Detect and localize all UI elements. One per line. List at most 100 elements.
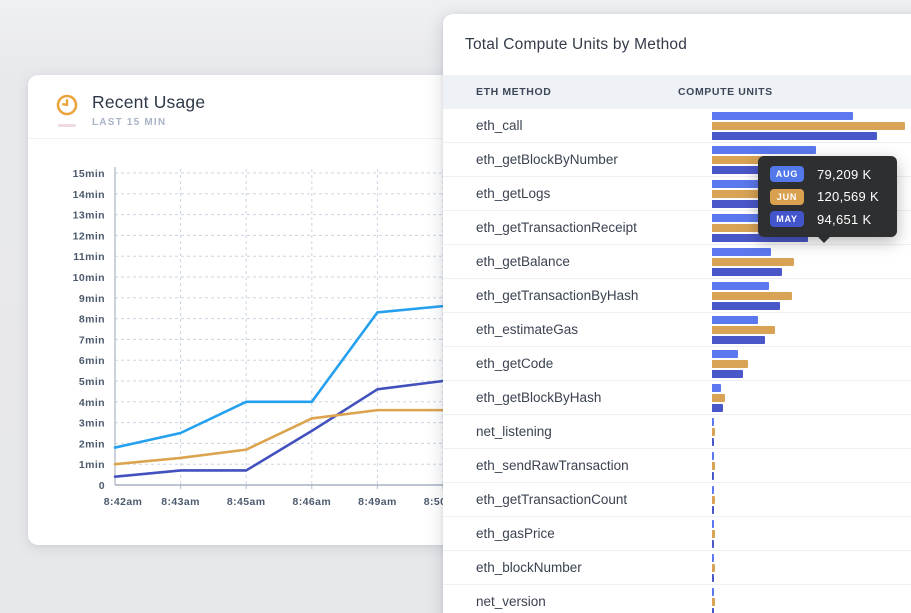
bar-aug[interactable]	[712, 247, 771, 256]
table-row[interactable]: eth_getTransactionCount	[443, 483, 911, 517]
bar-jun[interactable]	[712, 257, 794, 266]
bar-may[interactable]	[712, 301, 780, 310]
bar-aug[interactable]	[712, 519, 714, 528]
table-row[interactable]: eth_getCode	[443, 347, 911, 381]
tooltip-row: AUG 79,209 K	[770, 166, 885, 182]
compute-units-bars[interactable]	[712, 417, 715, 446]
table-row[interactable]: eth_getTransactionByHash	[443, 279, 911, 313]
column-header-eth-method: ETH METHOD	[476, 86, 552, 98]
bar-jun[interactable]	[712, 291, 792, 300]
tooltip-value: 79,209 K	[817, 166, 872, 182]
line-series-orange[interactable]	[113, 408, 445, 466]
bar-jun[interactable]	[712, 529, 715, 538]
tooltip-row: MAY 94,651 K	[770, 211, 885, 227]
bar-aug[interactable]	[712, 315, 758, 324]
bar-aug[interactable]	[712, 587, 714, 596]
x-tick-label: 8:42am	[104, 496, 143, 508]
compute-units-bars[interactable]	[712, 247, 794, 276]
compute-units-card: Total Compute Units by Method ETH METHOD…	[443, 14, 911, 613]
bar-aug[interactable]	[712, 349, 738, 358]
bar-may[interactable]	[712, 539, 714, 548]
compute-units-bars[interactable]	[712, 519, 715, 548]
bar-jun[interactable]	[712, 597, 715, 606]
eth-method-label: eth_getTransactionByHash	[476, 288, 639, 303]
compute-units-bars[interactable]	[712, 553, 715, 582]
eth-method-label: eth_getLogs	[476, 186, 551, 201]
recent-usage-header: Recent Usage LAST 15 MIN	[28, 75, 498, 139]
eth-method-label: eth_getTransactionCount	[476, 492, 628, 507]
bar-may[interactable]	[712, 505, 714, 514]
bar-may[interactable]	[712, 437, 714, 446]
usage-card-title: Recent Usage	[92, 92, 206, 112]
y-tick-label: 12min	[73, 230, 105, 242]
clock-icon	[54, 93, 80, 127]
compute-units-bars[interactable]	[712, 315, 775, 344]
icon-underline	[58, 124, 76, 127]
bar-jun[interactable]	[712, 325, 775, 334]
table-row[interactable]: net_listening	[443, 415, 911, 449]
bar-may[interactable]	[712, 607, 714, 613]
tooltip-row: JUN 120,569 K	[770, 188, 885, 205]
compute-units-bars[interactable]	[712, 349, 748, 378]
bar-aug[interactable]	[712, 485, 714, 494]
compute-units-bars[interactable]	[712, 383, 725, 412]
eth-method-label: eth_getBlockByHash	[476, 390, 602, 405]
y-tick-label: 9min	[79, 293, 105, 305]
column-header-compute-units: COMPUTE UNITS	[678, 86, 773, 98]
table-row[interactable]: net_version	[443, 585, 911, 613]
bar-aug[interactable]	[712, 383, 721, 392]
bar-may[interactable]	[712, 335, 765, 344]
chart-tooltip: AUG 79,209 K JUN 120,569 K MAY 94,651 K	[758, 156, 897, 243]
compute-units-bars[interactable]	[712, 281, 792, 310]
bar-jun[interactable]	[712, 495, 715, 504]
x-tick-label: 8:46am	[293, 496, 332, 508]
compute-units-bars[interactable]	[712, 587, 715, 613]
bar-aug[interactable]	[712, 179, 802, 188]
bar-may[interactable]	[712, 267, 782, 276]
bar-aug[interactable]	[712, 213, 797, 222]
bar-aug[interactable]	[712, 281, 769, 290]
table-card-title: Total Compute Units by Method	[465, 35, 688, 53]
bar-aug[interactable]	[712, 451, 714, 460]
bar-jun[interactable]	[712, 393, 725, 402]
bar-may[interactable]	[712, 233, 808, 242]
table-row[interactable]: eth_call	[443, 109, 911, 143]
bar-may[interactable]	[712, 573, 714, 582]
y-tick-label: 14min	[73, 189, 105, 201]
x-tick-label: 8:49am	[358, 496, 397, 508]
eth-method-label: eth_estimateGas	[476, 322, 579, 337]
bar-aug[interactable]	[712, 553, 714, 562]
bar-jun[interactable]	[712, 427, 715, 436]
tooltip-month-badge: AUG	[770, 166, 804, 182]
bar-jun[interactable]	[712, 563, 715, 572]
y-tick-label: 10min	[73, 272, 105, 284]
bar-aug[interactable]	[712, 417, 714, 426]
bar-aug[interactable]	[712, 145, 816, 154]
compute-units-bars[interactable]	[712, 111, 905, 140]
eth-method-label: eth_gasPrice	[476, 526, 555, 541]
table-row[interactable]: eth_gasPrice	[443, 517, 911, 551]
compute-units-bars[interactable]	[712, 485, 715, 514]
bar-aug[interactable]	[712, 111, 853, 120]
bar-may[interactable]	[712, 403, 723, 412]
recent-usage-line-chart[interactable]: 15min 14min 13min 12min 11min 10min 9min 8min 7m…	[28, 75, 498, 545]
line-series-indigo[interactable]	[113, 379, 445, 478]
bar-jun[interactable]	[712, 461, 715, 470]
line-series-light-blue[interactable]	[113, 304, 445, 449]
compute-units-bars[interactable]	[712, 451, 715, 480]
table-row[interactable]: eth_estimateGas	[443, 313, 911, 347]
bar-jun[interactable]	[712, 359, 748, 368]
table-row[interactable]: eth_getBlockByHash	[443, 381, 911, 415]
bar-may[interactable]	[712, 471, 714, 480]
eth-method-label: eth_sendRawTransaction	[476, 458, 629, 473]
bar-may[interactable]	[712, 369, 743, 378]
x-tick-label: 8:45am	[227, 496, 266, 508]
bar-may[interactable]	[712, 131, 877, 140]
y-tick-label: 1min	[79, 459, 105, 471]
table-row[interactable]: eth_getBalance	[443, 245, 911, 279]
bar-jun[interactable]	[712, 121, 905, 130]
tooltip-month-badge: JUN	[770, 188, 804, 205]
table-row[interactable]: eth_sendRawTransaction	[443, 449, 911, 483]
table-row[interactable]: eth_blockNumber	[443, 551, 911, 585]
